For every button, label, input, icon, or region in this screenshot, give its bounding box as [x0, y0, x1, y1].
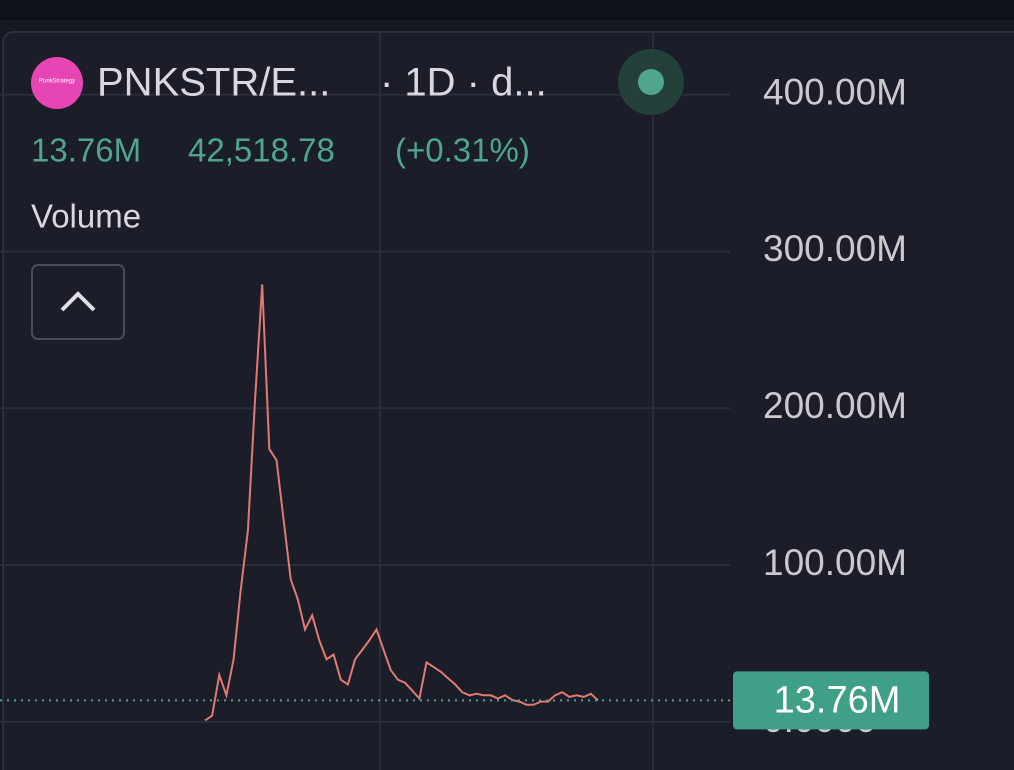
y-tick-label: 400.00M: [763, 71, 907, 112]
y-tick-label: 100.00M: [763, 542, 907, 583]
collapse-button[interactable]: [31, 264, 125, 340]
last-volume: 13.76M: [31, 132, 141, 169]
y-tick-label: 300.00M: [763, 228, 907, 269]
indicator-name: Volume: [31, 198, 141, 235]
price: 42,518.78: [188, 132, 335, 169]
last-value-badge: [733, 671, 929, 730]
change: (+0.31%): [395, 132, 530, 169]
y-tick-label: 200.00M: [763, 385, 907, 426]
volume-line: [204, 284, 599, 722]
panel: [2, 31, 1014, 770]
chevron-icon: [60, 291, 96, 312]
interval: · 1D · d...: [380, 61, 547, 105]
last-value-label: 13.76M: [774, 679, 901, 721]
top-bar: [0, 0, 1014, 20]
status-dot[interactable]: [638, 69, 664, 95]
logo-text: PunkStrategy: [39, 79, 75, 85]
symbol: PNKSTR/E...: [97, 61, 330, 105]
logo: [31, 57, 83, 109]
